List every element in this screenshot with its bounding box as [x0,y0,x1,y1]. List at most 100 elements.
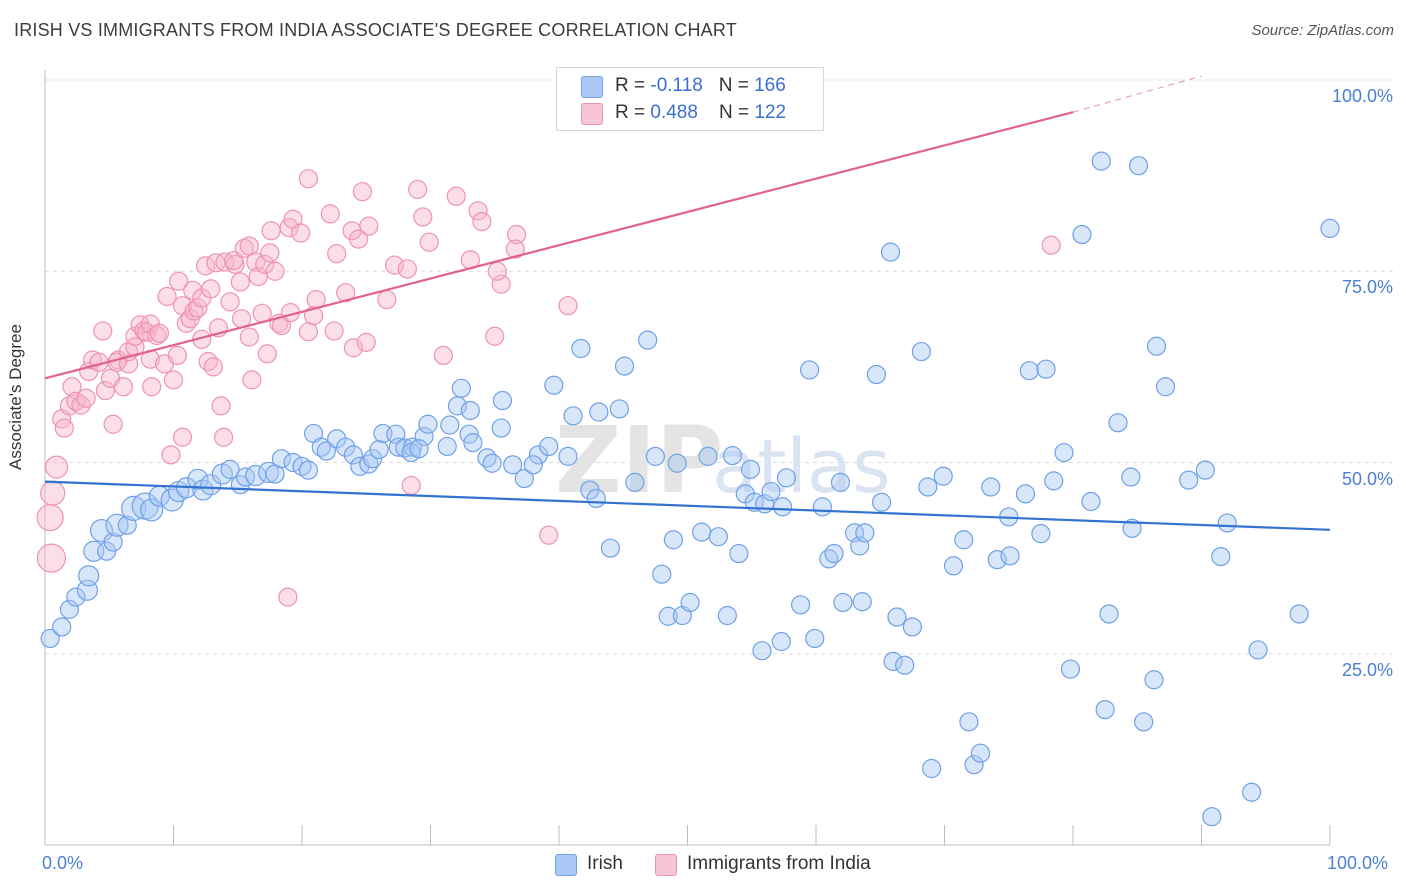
irish-point [409,439,429,459]
y-tick-label-1: 75.0% [1341,277,1393,298]
legend-swatch-irish-bottom [555,854,577,876]
india-point [103,414,123,434]
india-point [239,327,259,347]
irish-point [1134,712,1154,732]
india-point [224,250,244,271]
india-point [198,351,218,372]
legend-swatch-india [581,103,603,125]
india-point [147,325,167,346]
india-point [320,204,340,224]
india-point [278,587,298,607]
india-point [359,216,379,236]
irish-point [1000,546,1020,566]
irish-point [776,468,797,488]
legend-label-india: Immigrants from India [687,853,871,874]
irish-point [638,330,658,350]
irish-point [717,605,737,626]
irish-point [220,459,240,479]
legend-r-label: R = [615,102,651,123]
irish-point [369,439,389,460]
india-trend-extension [1072,75,1202,113]
india-point [352,182,372,202]
irish-point [981,477,1001,497]
irish-point [943,556,964,576]
india-point [142,377,162,397]
irish-point [1036,359,1056,379]
india-point [1041,235,1061,255]
irish-point [589,402,609,422]
irish-point [200,474,222,496]
series-india-points [36,169,1061,607]
india-point [239,236,259,256]
legend-n-value-india: 122 [754,102,787,123]
legend-swatch-irish [581,76,603,98]
irish-point [1121,467,1141,487]
india-point [298,322,319,342]
irish-point [1202,807,1222,827]
irish-point [571,338,591,359]
chart-title: IRISH VS IMMIGRANTS FROM INDIA ASSOCIATE… [14,20,737,40]
irish-point [833,592,853,613]
irish-point [1144,670,1164,690]
irish-point [805,628,825,649]
irish-point [544,375,564,395]
irish-point [1072,224,1092,245]
india-point [220,292,240,312]
india-point [167,345,187,365]
irish-point [812,497,833,517]
irish-point [523,455,543,475]
irish-point [600,538,621,558]
india-point [54,418,74,438]
india-point [62,377,82,397]
irish-point [1146,336,1167,356]
india-point [172,427,193,447]
irish-point [492,390,513,411]
irish-point [761,481,781,502]
irish-point [539,436,559,457]
irish-point [121,495,147,521]
india-point [485,326,505,346]
irish-point [359,454,379,474]
india-point [242,370,262,390]
irish-point [586,488,606,509]
irish-point [460,400,480,421]
irish-point [336,437,356,457]
india-point [324,321,344,341]
legend-n-label: N = [718,75,755,96]
irish-point [922,758,942,779]
trend-lines [44,75,1331,531]
irish-point [954,530,974,550]
india-point [157,286,177,307]
india-point [343,338,363,358]
irish-point [1122,518,1142,538]
irish-point [933,466,953,486]
india-point [40,480,66,506]
irish-point [752,641,772,661]
india-point [377,289,397,310]
irish-point [1248,640,1268,660]
irish-point [451,378,471,398]
india-point [558,296,578,316]
irish-point [1155,377,1176,397]
irish-point [883,651,903,672]
india-point [468,201,488,221]
irish-point [388,437,408,457]
irish-point [1211,546,1231,567]
irish-point [772,497,793,517]
irish-point [1031,524,1051,544]
india-point [303,306,324,326]
irish-point [437,436,457,457]
irish-point [1081,491,1101,512]
india-point [255,254,275,274]
india-point [265,261,285,281]
india-point [446,186,466,206]
india-point [161,445,181,465]
india-point [257,344,277,364]
irish-point [680,592,700,613]
india-point [76,388,96,408]
irish-point [663,530,683,550]
irish-point [1091,151,1111,171]
india-point [261,221,281,241]
india-point [472,211,492,232]
